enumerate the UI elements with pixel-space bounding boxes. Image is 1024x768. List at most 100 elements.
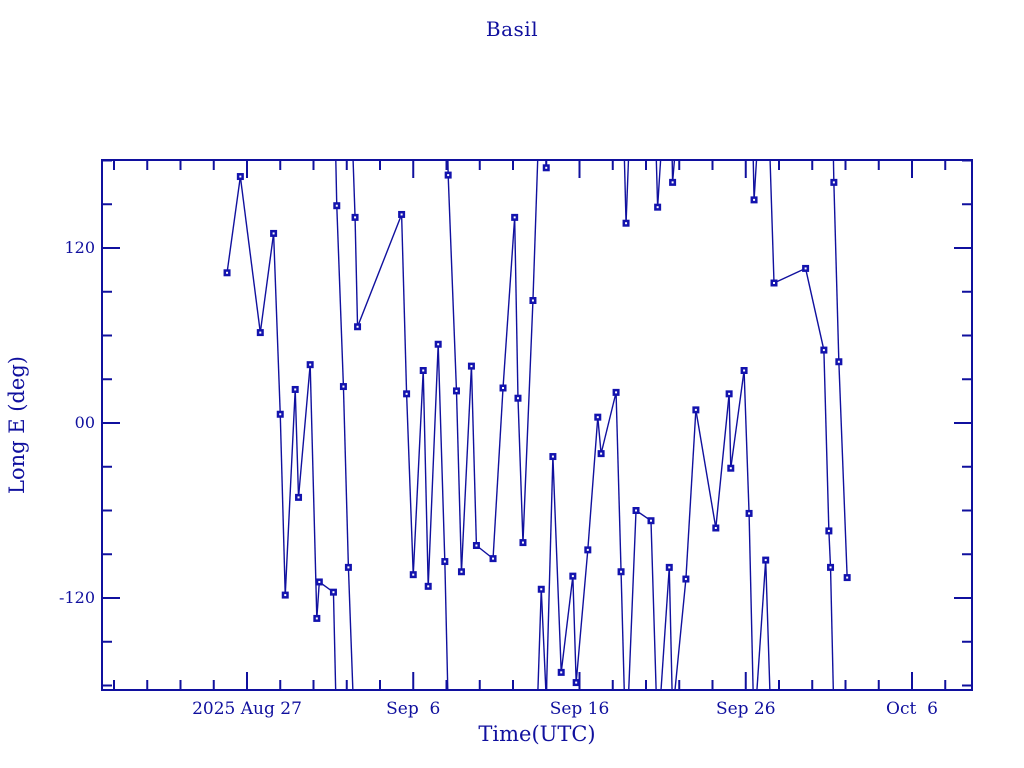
- series-segment: [239, 176, 261, 333]
- series-segment: [656, 160, 662, 208]
- series-segment: [600, 392, 617, 454]
- series-segment: [422, 370, 429, 587]
- series-segment: [833, 182, 840, 362]
- series-segment: [447, 175, 458, 391]
- series-segment: [671, 160, 676, 183]
- y-axis-title: Long E (deg): [5, 356, 29, 494]
- data-point-marker-center: [773, 282, 776, 285]
- series-segment: [309, 364, 318, 619]
- data-point-marker-center: [684, 578, 687, 581]
- data-point-marker-center: [259, 331, 262, 334]
- y-tick-label: 120: [64, 238, 95, 257]
- data-point-marker-center: [318, 580, 321, 583]
- series-segment: [316, 581, 321, 619]
- data-point-marker-center: [354, 216, 357, 219]
- series-segment: [405, 393, 414, 575]
- data-point-marker-center: [649, 519, 652, 522]
- series-segment: [715, 393, 730, 529]
- series-segment: [838, 361, 848, 578]
- data-point-marker-center: [272, 232, 275, 235]
- series-segment: [532, 160, 539, 301]
- series-segment: [455, 390, 463, 572]
- data-point-marker-center: [412, 573, 415, 576]
- series-segment: [226, 176, 242, 273]
- series-segment: [572, 576, 577, 683]
- series-segment: [769, 160, 775, 284]
- data-point-marker-center: [502, 387, 505, 390]
- series-segment: [597, 417, 602, 454]
- series-segment: [823, 350, 830, 531]
- data-point-marker-center: [656, 206, 659, 209]
- series-segment: [623, 160, 627, 224]
- x-tick-label: Sep 16: [550, 699, 610, 719]
- x-tick-label: Oct 6: [886, 699, 938, 719]
- data-point-marker-center: [239, 175, 242, 178]
- data-point-marker-center: [332, 591, 335, 594]
- x-tick-label: Sep 6: [386, 699, 440, 719]
- data-point-marker-center: [729, 467, 732, 470]
- data-point-marker-center: [846, 576, 849, 579]
- series-segment: [540, 589, 547, 690]
- data-point-marker-center: [551, 455, 554, 458]
- data-point-marker-center: [540, 588, 543, 591]
- data-point-marker-center: [335, 204, 338, 207]
- x-tick-label: 2025 Aug 27: [192, 699, 302, 719]
- data-point-marker-center: [492, 557, 495, 560]
- data-point-marker-center: [827, 529, 830, 532]
- series-segment: [650, 520, 657, 690]
- data-point-marker-center: [516, 397, 519, 400]
- data-point-marker-center: [560, 671, 563, 674]
- series-segment: [517, 398, 524, 543]
- data-point-marker-center: [422, 369, 425, 372]
- series-segment: [356, 214, 403, 328]
- data-point-marker-center: [342, 385, 345, 388]
- series-segment: [335, 160, 338, 206]
- series-segment: [804, 268, 825, 351]
- data-point-marker-center: [531, 299, 534, 302]
- data-point-marker-center: [615, 391, 618, 394]
- series-segment: [730, 370, 745, 469]
- series-segment: [400, 214, 408, 394]
- data-point-marker-center: [753, 198, 756, 201]
- series-segment: [728, 393, 732, 469]
- series-segment: [829, 567, 835, 690]
- data-point-marker-center: [596, 416, 599, 419]
- data-point-marker-center: [521, 541, 524, 544]
- data-point-marker-center: [743, 369, 746, 372]
- data-point-marker-center: [513, 216, 516, 219]
- series-segment: [259, 233, 275, 333]
- data-point-marker-center: [586, 548, 589, 551]
- data-point-marker-center: [347, 566, 350, 569]
- series-segment: [537, 589, 542, 690]
- data-point-marker-center: [625, 222, 628, 225]
- series-segment: [674, 578, 687, 690]
- series-segment: [615, 392, 622, 572]
- series-segment: [560, 576, 574, 673]
- series-segment: [765, 560, 771, 690]
- data-point-marker-center: [804, 267, 807, 270]
- series-segment: [575, 549, 589, 683]
- data-point-marker-center: [447, 174, 450, 177]
- data-point-marker-center: [714, 526, 717, 529]
- series-segment: [342, 386, 350, 568]
- series-segment: [272, 233, 281, 415]
- data-point-marker-center: [822, 349, 825, 352]
- data-point-marker-center: [694, 408, 697, 411]
- series-segment: [522, 300, 534, 543]
- data-point-marker-center: [829, 566, 832, 569]
- data-point-marker-center: [764, 559, 767, 562]
- data-point-marker-center: [575, 681, 578, 684]
- series-segment: [437, 344, 446, 562]
- series-segment: [444, 561, 449, 690]
- y-tick-label: -120: [59, 588, 95, 607]
- series-segment: [279, 414, 286, 596]
- series-segment: [460, 366, 473, 572]
- x-tick-label: Sep 26: [716, 699, 776, 719]
- data-point-marker-center: [837, 360, 840, 363]
- series-segment: [743, 370, 750, 514]
- series-segment: [628, 510, 637, 690]
- chart-title: Basil: [485, 17, 539, 41]
- series-segment: [655, 160, 659, 208]
